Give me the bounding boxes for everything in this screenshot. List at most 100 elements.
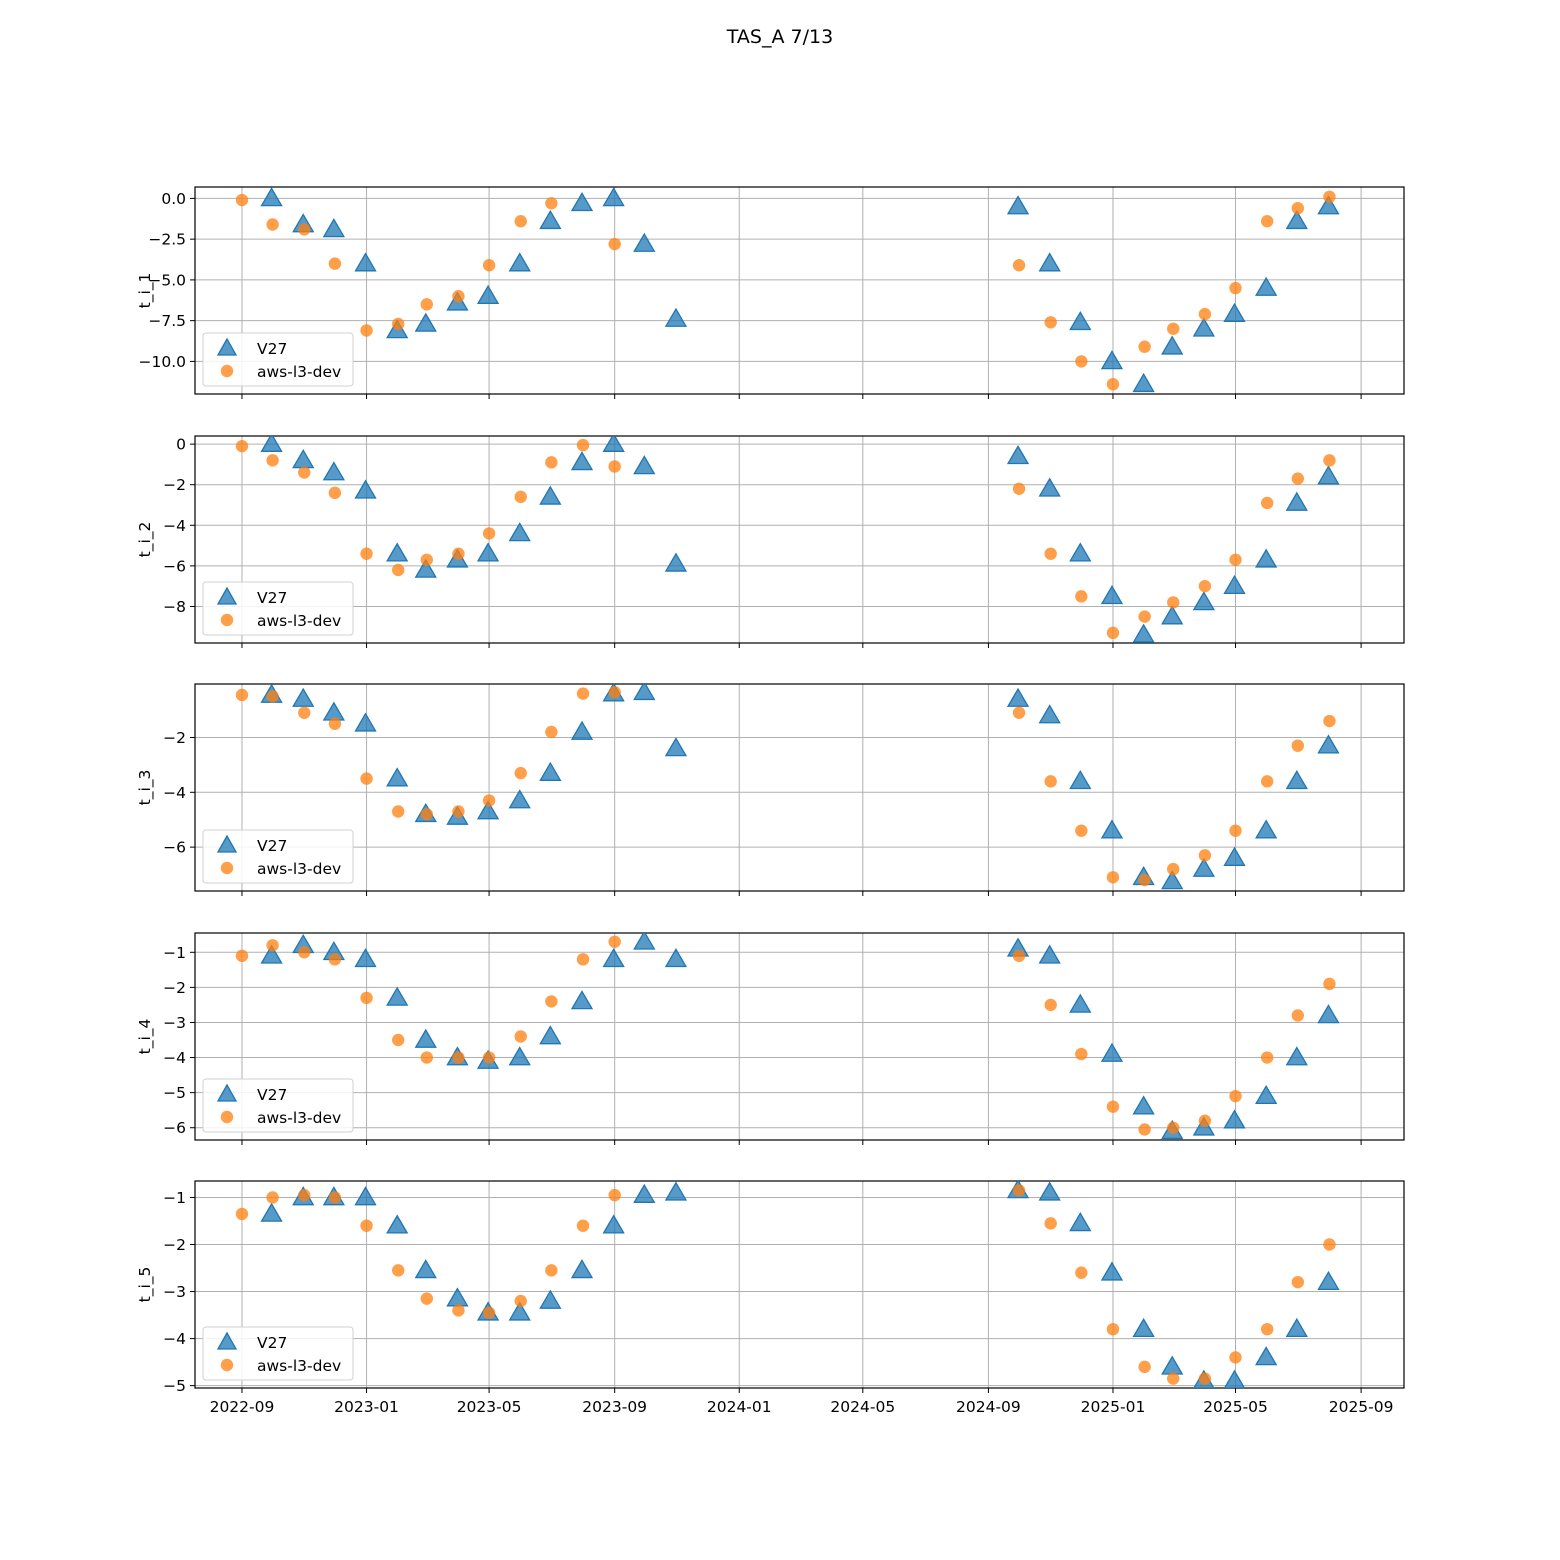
v27-point — [539, 1025, 562, 1045]
v27-point — [633, 455, 656, 475]
aws-point — [1012, 949, 1026, 963]
x-tick-label: 2023-09 — [582, 1398, 647, 1416]
aws-point — [1323, 977, 1336, 991]
v27-point — [386, 1214, 409, 1234]
legend-aws-marker — [220, 364, 234, 378]
y-axis-label: t_i_1 — [136, 273, 155, 309]
aws-point — [482, 259, 496, 272]
y-tick-label: −6 — [163, 1119, 186, 1137]
aws-point — [1260, 496, 1274, 510]
v27-point — [1223, 302, 1246, 322]
v27-point — [1132, 1317, 1155, 1338]
legend-v27-marker — [216, 1083, 238, 1102]
aws-point — [392, 317, 405, 331]
y-tick-label: −2 — [163, 979, 186, 997]
legend-box — [202, 1078, 354, 1133]
v27-point — [664, 948, 688, 968]
aws-point — [1198, 1114, 1212, 1127]
v27-point — [386, 767, 409, 787]
v27-point — [1132, 623, 1155, 643]
aws-point — [452, 1304, 465, 1317]
v27-point — [1100, 819, 1124, 839]
legend-label-aws: aws-l3-dev — [257, 1109, 341, 1127]
aws-point — [1075, 590, 1088, 603]
v27-point — [633, 1183, 656, 1203]
y-tick-label: −1 — [163, 944, 186, 962]
y-tick-label: −6 — [163, 557, 186, 575]
aws-point — [545, 1264, 558, 1277]
legend-v27-marker — [216, 586, 238, 605]
v27-point — [386, 542, 409, 562]
v27-point — [1317, 195, 1340, 215]
aws-point — [266, 1191, 279, 1204]
v27-point — [1100, 585, 1124, 605]
v27-point — [602, 1214, 625, 1234]
aws-point — [545, 456, 558, 469]
v27-point — [1317, 1004, 1340, 1024]
y-tick-label: −5 — [163, 1084, 186, 1102]
legend-label-v27: V27 — [257, 340, 287, 358]
aws-point — [298, 706, 311, 719]
aws-point — [1138, 340, 1151, 353]
aws-point — [608, 1188, 621, 1202]
aws-point — [1138, 1360, 1151, 1374]
aws-point — [360, 547, 373, 560]
aws-point — [514, 490, 527, 504]
aws-point — [545, 725, 558, 739]
aws-point — [1291, 1275, 1305, 1289]
v27-point — [354, 479, 377, 499]
v27-point — [322, 701, 346, 721]
aws-point — [1229, 1351, 1242, 1364]
aws-point — [1075, 824, 1088, 837]
v27-point — [414, 1028, 437, 1048]
v27-point — [1285, 1317, 1308, 1338]
y-tick-label: 0.0 — [161, 190, 186, 208]
v27-point — [1192, 857, 1215, 877]
legend: V27 aws-l3-dev — [202, 829, 354, 884]
x-tick-label: 2022-09 — [210, 1398, 275, 1416]
aws-point — [1229, 553, 1242, 566]
aws-point — [545, 197, 558, 210]
y-axis-label: t_i_5 — [136, 1267, 155, 1303]
subplot-2: 0 −2 −4 −6 −8 t_i_2 V27 aws-l3-dev — [136, 435, 1405, 648]
v27-point — [414, 1259, 437, 1279]
aws-point — [1291, 739, 1305, 752]
aws-point — [328, 1191, 342, 1204]
aws-point — [1044, 775, 1057, 788]
aws-point — [576, 1219, 590, 1232]
aws-point — [1167, 862, 1180, 876]
v27-point — [1317, 1270, 1340, 1290]
y-tick-label: −4 — [163, 784, 186, 802]
aws-point — [1106, 626, 1120, 640]
v27-point — [1038, 477, 1061, 497]
aws-point — [452, 547, 465, 560]
y-axis-label: t_i_4 — [136, 1019, 155, 1055]
aws-point — [1167, 1372, 1180, 1385]
v27-point — [1038, 1181, 1061, 1201]
x-tick-label: 2024-01 — [707, 1398, 772, 1416]
v27-point — [1006, 445, 1030, 465]
v27-point — [570, 720, 594, 740]
v27-point — [539, 209, 562, 230]
v27-point — [508, 522, 531, 542]
axes-frame — [194, 186, 1405, 395]
v27-point — [1038, 704, 1061, 724]
aws-point — [1044, 1217, 1057, 1230]
aws-point — [452, 1051, 465, 1064]
v27-point — [633, 684, 656, 701]
v27-point — [1192, 591, 1215, 611]
axes-frame — [194, 1180, 1405, 1389]
aws-point — [576, 438, 590, 452]
aws-point — [1260, 215, 1274, 228]
x-tick-label: 2023-05 — [457, 1398, 522, 1416]
aws-point — [235, 1207, 249, 1221]
v27-point — [1038, 252, 1061, 272]
aws-point — [482, 1051, 496, 1064]
v27-point — [1317, 465, 1340, 485]
v27-point — [1161, 605, 1184, 625]
aws-point — [1106, 871, 1120, 884]
aws-point — [298, 466, 311, 479]
aws-point — [1106, 378, 1120, 391]
v27-point — [664, 307, 688, 327]
aws-point — [392, 563, 405, 577]
